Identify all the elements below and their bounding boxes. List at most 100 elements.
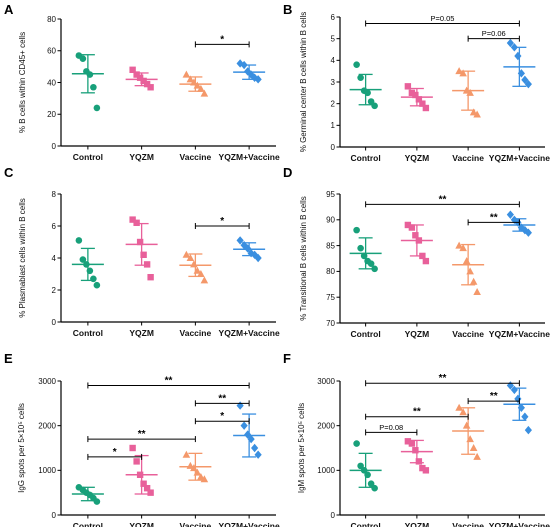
data-point — [236, 236, 244, 245]
data-point — [357, 74, 364, 81]
data-point — [93, 498, 101, 505]
data-point — [455, 403, 463, 411]
data-point — [136, 74, 144, 81]
category-label: Vaccine — [452, 153, 484, 163]
data-point — [147, 489, 154, 496]
data-point — [404, 221, 412, 229]
y-tick-label: 5 — [331, 34, 336, 43]
data-point — [200, 475, 209, 483]
category-label: Vaccine — [180, 328, 212, 338]
data-point — [473, 452, 481, 460]
data-point — [75, 237, 83, 244]
data-point — [236, 401, 244, 410]
significance-label: * — [220, 411, 224, 422]
category-label: YQZM — [129, 328, 154, 338]
data-point — [190, 260, 198, 268]
y-tick-label: 0 — [331, 143, 336, 152]
data-point — [524, 79, 532, 89]
significance-label: * — [220, 216, 224, 227]
y-tick-label: 1 — [331, 121, 336, 130]
y-tick-label: 40 — [47, 78, 56, 87]
y-axis-label: IgM spots per 5×10⁵ cells — [297, 403, 306, 493]
y-tick-label: 95 — [326, 190, 335, 199]
data-point — [254, 75, 262, 84]
data-point — [251, 443, 259, 453]
significance-label: P=0.08 — [379, 423, 403, 432]
data-point — [415, 458, 423, 465]
y-axis-label: IgG spots per 5×10⁵ cells — [17, 403, 26, 493]
data-point — [466, 435, 474, 443]
panel-f: F 0 1000 2000 3000 IgM spots per 5×10⁵ cells C… — [283, 351, 550, 527]
significance-label: ** — [439, 194, 447, 205]
y-tick-label: 3000 — [317, 377, 335, 386]
y-tick-label: 8 — [52, 190, 57, 199]
category-label: YQZM+Vaccine — [489, 329, 550, 339]
y-tick-label: 6 — [52, 222, 57, 231]
data-point — [200, 276, 209, 284]
y-tick-label: 85 — [326, 241, 335, 250]
data-point — [404, 83, 412, 90]
data-point — [412, 91, 419, 99]
y-tick-label: 6 — [331, 13, 336, 22]
data-point — [462, 421, 471, 429]
significance-label: * — [113, 447, 117, 458]
y-tick-label: 60 — [47, 47, 56, 56]
data-point — [371, 265, 378, 273]
data-point — [408, 89, 416, 97]
data-point — [524, 425, 532, 435]
data-point — [469, 277, 478, 285]
category-label: YQZM+Vaccine — [489, 153, 550, 163]
y-tick-label: 70 — [326, 319, 335, 328]
data-point — [514, 51, 522, 61]
category-label: Vaccine — [180, 152, 212, 162]
category-label: Control — [351, 329, 381, 339]
data-point — [133, 71, 140, 78]
data-point — [412, 447, 419, 454]
y-tick-label: 80 — [326, 267, 335, 276]
data-point — [147, 84, 154, 91]
data-point — [197, 84, 205, 92]
significance-label: * — [220, 34, 224, 45]
data-point — [408, 224, 416, 231]
y-tick-label: 0 — [331, 511, 336, 520]
data-point — [182, 450, 191, 458]
data-point — [422, 467, 430, 474]
data-point — [79, 256, 87, 263]
significance-label: ** — [218, 393, 226, 404]
significance-label: P=0.05 — [431, 14, 455, 23]
data-point — [186, 254, 195, 261]
panel-b: B 0 1 2 3 4 5 6 % Germinal center B cells within… — [283, 2, 550, 163]
significance-label: ** — [490, 391, 498, 402]
y-tick-label: 1000 — [38, 466, 56, 475]
data-point — [200, 89, 209, 97]
data-point — [412, 232, 419, 239]
data-point — [136, 238, 144, 246]
significance-label: ** — [490, 212, 498, 223]
data-point — [521, 412, 529, 421]
data-point — [459, 69, 467, 77]
data-point — [371, 102, 378, 110]
data-point — [140, 480, 147, 487]
category-label: YQZM — [129, 152, 154, 162]
category-label: Control — [351, 521, 381, 527]
data-point — [140, 77, 147, 85]
category-label: Vaccine — [452, 521, 484, 527]
significance-label: ** — [439, 373, 447, 384]
data-point — [79, 55, 87, 62]
panel-letter: A — [4, 2, 14, 17]
data-point — [129, 66, 136, 73]
category-label: Control — [73, 328, 103, 338]
data-point — [93, 281, 101, 289]
y-tick-label: 0 — [52, 318, 57, 327]
y-tick-label: 0 — [52, 142, 57, 151]
y-tick-label: 20 — [47, 110, 56, 119]
category-label: YQZM — [129, 521, 154, 527]
data-point — [357, 462, 364, 470]
data-point — [182, 70, 191, 78]
y-tick-label: 2 — [52, 286, 57, 295]
category-label: YQZM+Vaccine — [489, 521, 550, 527]
significance-label: ** — [165, 375, 173, 386]
category-label: YQZM — [405, 153, 430, 163]
data-point — [140, 251, 147, 258]
